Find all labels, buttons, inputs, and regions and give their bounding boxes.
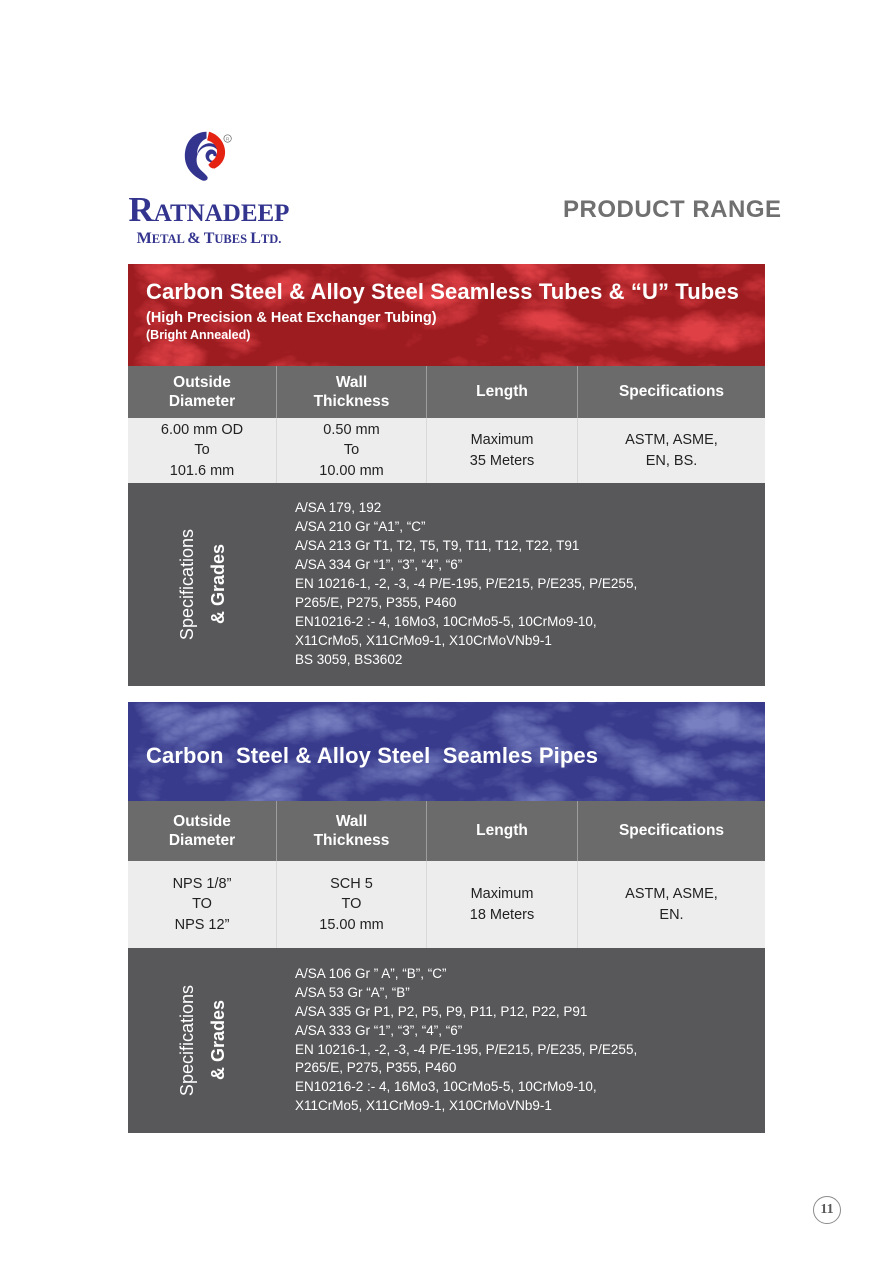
svg-text:R: R [226,136,229,141]
